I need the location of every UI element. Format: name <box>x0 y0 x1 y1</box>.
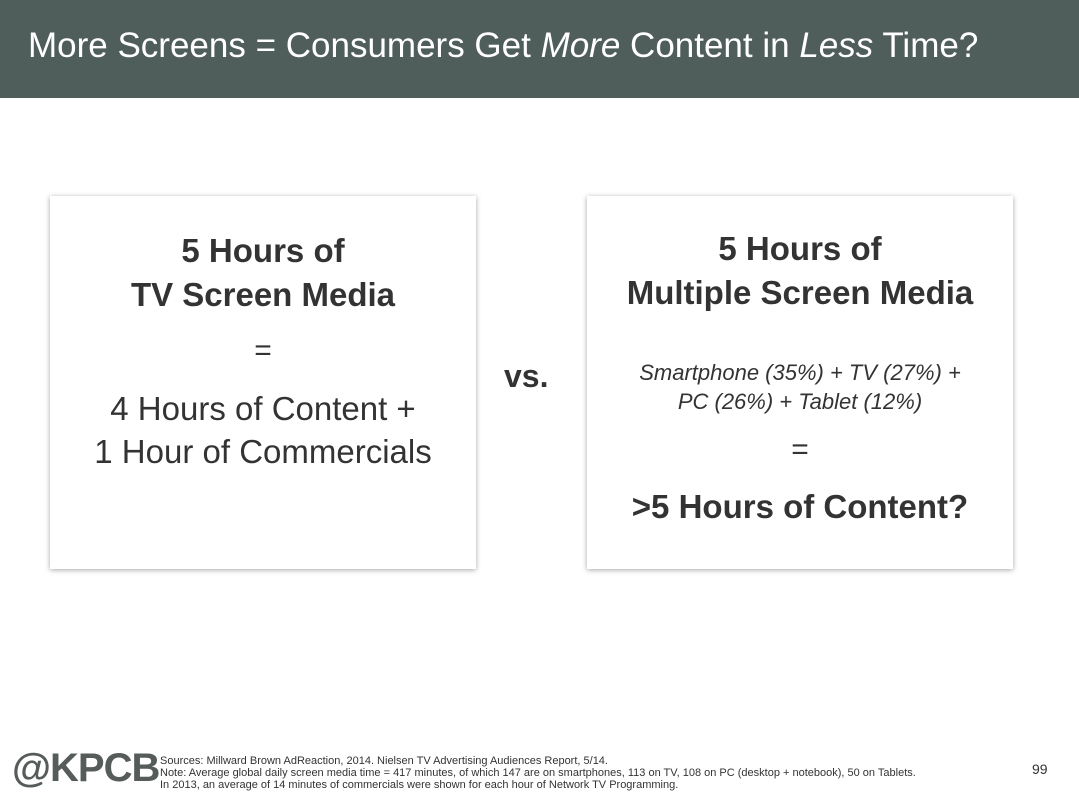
left-body-line1: 4 Hours of Content + <box>110 390 416 427</box>
multiple-screen-card: 5 Hours of Multiple Screen Media Smartph… <box>587 196 1013 569</box>
title-text-2: Content in <box>620 26 800 65</box>
footnote: Sources: Millward Brown AdReaction, 2014… <box>160 755 916 791</box>
right-equals: = <box>791 433 809 466</box>
title-emphasis-less: Less <box>799 26 874 65</box>
footnote-note2: In 2013, an average of 14 minutes of com… <box>160 779 679 791</box>
footnote-note: Note: Average global daily screen media … <box>160 767 916 779</box>
left-heading-line1: 5 Hours of <box>181 232 345 269</box>
slide-title: More Screens = Consumers Get More Conten… <box>28 26 978 66</box>
right-breakdown-line1: Smartphone (35%) + TV (27%) + <box>639 360 961 385</box>
vs-label: vs. <box>504 358 549 394</box>
title-text-1: More Screens = Consumers Get <box>28 26 541 65</box>
left-heading-line2: TV Screen Media <box>130 276 396 313</box>
title-emphasis-more: More <box>540 26 621 65</box>
page-number: 99 <box>1032 761 1048 777</box>
header-bar: More Screens = Consumers Get More Conten… <box>0 0 1079 98</box>
right-heading-line1: 5 Hours of <box>718 230 882 267</box>
title-text-3: Time? <box>873 26 979 65</box>
right-breakdown-line2: PC (26%) + Tablet (12%) <box>677 389 923 414</box>
footnote-sources: Sources: Millward Brown AdReaction, 2014… <box>160 755 608 767</box>
tv-screen-card: 5 Hours of TV Screen Media = 4 Hours of … <box>50 196 476 569</box>
left-body-line2: 1 Hour of Commercials <box>94 433 432 470</box>
right-heading-line2: Multiple Screen Media <box>626 274 974 311</box>
kpcb-logo: @KPCB <box>12 746 160 790</box>
right-result: >5 Hours of Content? <box>631 488 969 525</box>
left-equals: = <box>254 334 272 367</box>
